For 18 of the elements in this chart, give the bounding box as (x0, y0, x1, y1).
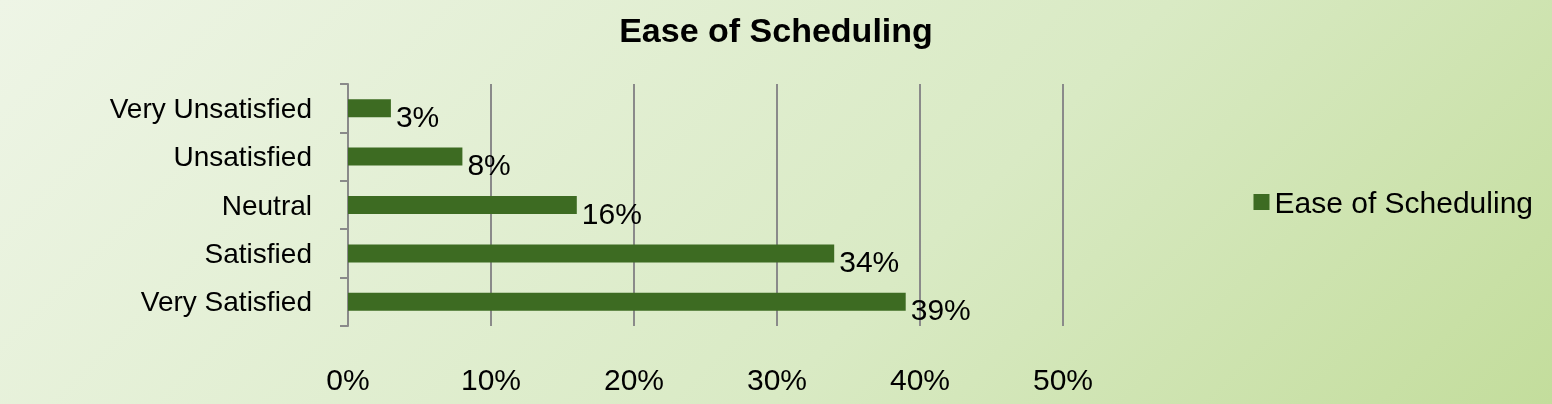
y-tick-label: Unsatisfied (173, 141, 312, 173)
x-tick-label: 20% (603, 362, 665, 396)
chart-title: Ease of Scheduling (619, 11, 933, 49)
y-tick-label: Very Satisfied (140, 286, 312, 318)
x-tick-label: 30% (746, 362, 808, 396)
data-label: 34% (839, 244, 900, 278)
data-label: 16% (581, 196, 642, 230)
x-tick-label: 10% (460, 362, 522, 396)
x-tick-label: 50% (1032, 362, 1094, 396)
y-tick-label: Satisfied (204, 237, 312, 269)
x-tick-label: 0% (326, 362, 370, 396)
legend-label: Ease of Scheduling (1274, 185, 1533, 219)
y-tick-label: Neutral (221, 189, 312, 221)
y-tick-label: Very Unsatisfied (109, 92, 312, 124)
data-label: 3% (395, 99, 440, 133)
x-tick-label: 40% (889, 362, 951, 396)
data-label: 8% (467, 148, 511, 182)
data-label: 39% (910, 293, 971, 327)
